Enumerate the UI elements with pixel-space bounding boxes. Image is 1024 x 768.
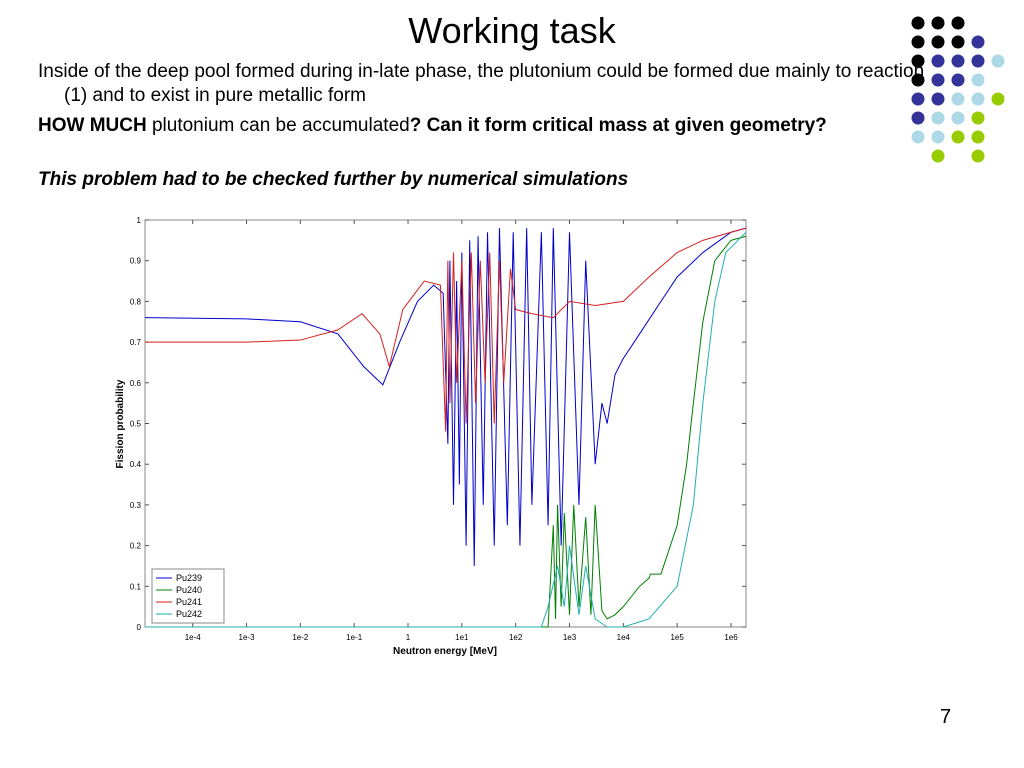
dot (971, 149, 985, 163)
bullet-text: ? Can it form critical mass at given geo… (409, 115, 827, 136)
y-tick-label: 0.7 (130, 338, 142, 347)
dot (911, 35, 925, 49)
y-tick-label: 0.9 (130, 257, 142, 266)
legend-label: Pu239 (176, 573, 202, 583)
x-tick-label: 1e5 (670, 633, 684, 642)
dot (971, 92, 985, 106)
series-line (145, 227, 747, 432)
y-tick-label: 0.6 (130, 379, 142, 388)
x-tick-label: 1e-2 (292, 633, 309, 642)
dot (971, 111, 985, 125)
bullet: This problem had to be checked further b… (38, 168, 944, 192)
y-tick-label: 1 (137, 216, 142, 225)
dot (931, 54, 945, 68)
y-axis-label: Fission probability (115, 379, 126, 468)
dot (951, 54, 965, 68)
bullet: HOW MUCH plutonium can be accumulated? C… (38, 114, 944, 138)
y-tick-label: 0.4 (130, 460, 142, 469)
y-tick-label: 0.5 (130, 420, 142, 429)
x-tick-label: 1e3 (563, 633, 577, 642)
slide-title: Working task (408, 10, 616, 51)
x-tick-label: 1e1 (455, 633, 469, 642)
dot (931, 130, 945, 144)
x-tick-label: 1e-4 (185, 633, 202, 642)
page-number: 7 (940, 706, 952, 728)
dot (971, 73, 985, 87)
x-tick-label: 1e2 (509, 633, 523, 642)
x-tick-label: 1e-1 (346, 633, 363, 642)
y-tick-label: 0.2 (130, 542, 142, 551)
bullet: Inside of the deep pool formed during in… (38, 60, 944, 108)
dot (991, 92, 1005, 106)
x-axis-label: Neutron energy [MeV] (393, 646, 497, 657)
dot (971, 35, 985, 49)
dot (971, 54, 985, 68)
dot (911, 16, 925, 30)
legend-label: Pu241 (176, 597, 202, 607)
dot (931, 111, 945, 125)
series-line (145, 231, 747, 628)
bullet-text: HOW MUCH (38, 115, 147, 136)
bullet-text: plutonium can be accumulated (146, 115, 410, 136)
x-tick-label: 1e-3 (239, 633, 256, 642)
chart: Neutron energy [MeV] Fission probability… (115, 216, 747, 657)
bullet-text: Inside of the deep pool formed during in… (38, 61, 925, 106)
dot (951, 16, 965, 30)
series-line (144, 227, 747, 566)
dot (911, 54, 925, 68)
y-tick-label: 0.3 (130, 501, 142, 510)
dot (991, 54, 1005, 68)
dot (951, 73, 965, 87)
y-tick-label: 0.1 (130, 582, 142, 591)
dot (931, 16, 945, 30)
dot (911, 111, 925, 125)
bullet-text: This problem had to be checked further b… (38, 169, 629, 190)
dot (951, 92, 965, 106)
legend-label: Pu242 (176, 609, 202, 619)
dot (971, 130, 985, 144)
x-tick-label: 1e4 (617, 633, 631, 642)
dot (931, 149, 945, 163)
series-line (145, 235, 747, 628)
dot (911, 73, 925, 87)
dot (931, 35, 945, 49)
x-tick-label: 1e6 (724, 633, 738, 642)
dot (951, 130, 965, 144)
dot (951, 35, 965, 49)
y-tick-label: 0 (137, 623, 142, 632)
dot (911, 92, 925, 106)
legend-label: Pu240 (176, 585, 202, 595)
dot (931, 92, 945, 106)
dot (951, 111, 965, 125)
dot (931, 73, 945, 87)
dots (911, 16, 1005, 163)
y-tick-label: 0.8 (130, 297, 142, 306)
x-tick-label: 1 (406, 633, 411, 642)
dot (911, 130, 925, 144)
